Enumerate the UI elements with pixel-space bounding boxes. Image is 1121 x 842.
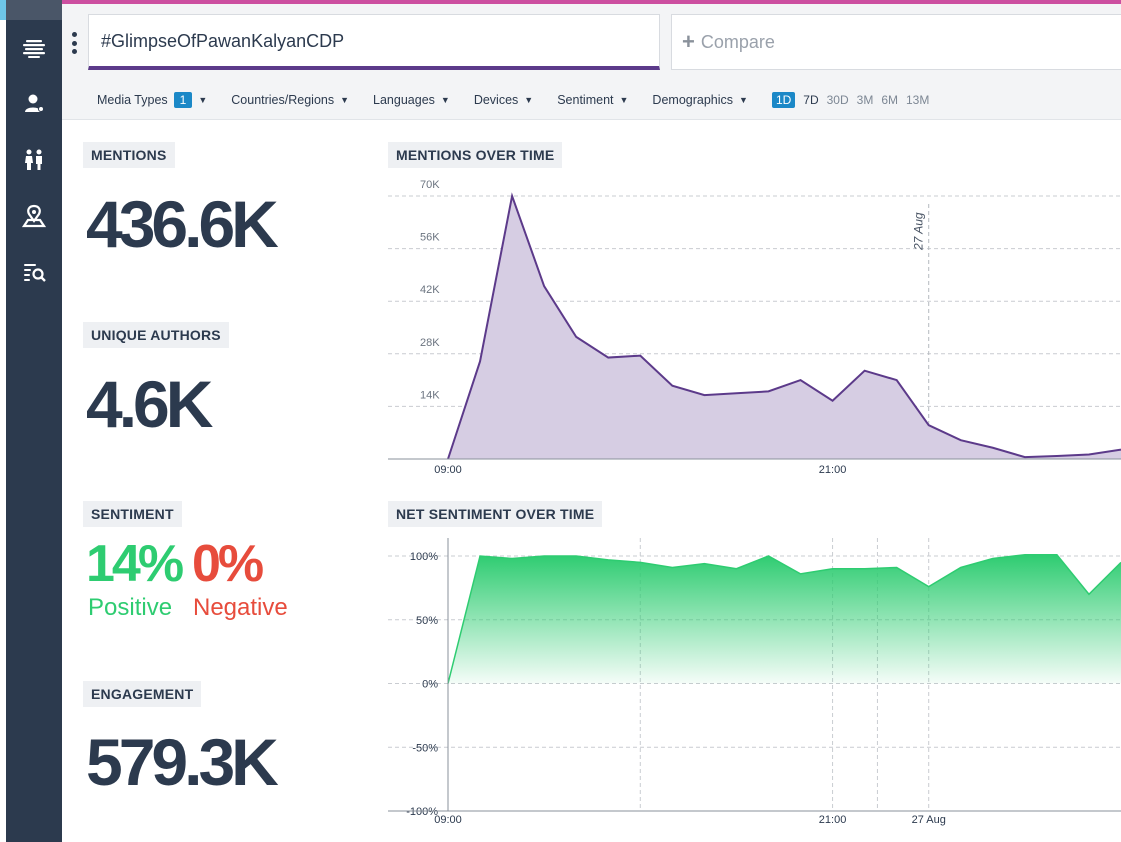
- filter-demographics-label: Demographics: [652, 93, 734, 107]
- time-range-selector: 1D 7D 30D 3M 6M 13M: [771, 92, 937, 108]
- map-pin-icon[interactable]: [20, 202, 48, 230]
- filter-sentiment[interactable]: Sentiment ▼: [557, 93, 628, 107]
- range-1d[interactable]: 1D: [771, 92, 796, 108]
- mentions-over-time-chart: 14K 28K 42K 56K 70K 09:00 21:00 27 Aug: [388, 179, 1121, 476]
- mentions-chart-title: MENTIONS OVER TIME: [388, 142, 563, 168]
- stream-icon[interactable]: [20, 34, 48, 62]
- mentions-line: [447, 192, 1121, 460]
- media-types-count-badge: 1: [173, 92, 193, 108]
- y-tick-label: 14K: [420, 389, 440, 401]
- chevron-down-icon: ▼: [198, 95, 208, 105]
- mentions-title: MENTIONS: [83, 142, 175, 168]
- unique-authors-value: 4.6K: [86, 367, 213, 441]
- filter-bar: Media Types 1 ▼ Countries/Regions ▼ Lang…: [97, 90, 937, 110]
- date-annotation-label: 27 Aug: [912, 212, 926, 251]
- list-search-icon[interactable]: [20, 258, 48, 286]
- people-icon[interactable]: [20, 146, 48, 174]
- engagement-value: 579.3K: [86, 725, 279, 799]
- x-tick-label: 27 Aug: [912, 814, 946, 826]
- unique-authors-title: UNIQUE AUTHORS: [83, 322, 229, 348]
- sentiment-title: SENTIMENT: [83, 501, 182, 527]
- chevron-down-icon: ▼: [340, 95, 350, 105]
- query-header: + Compare Media Types 1 ▼ Countries/Regi…: [62, 4, 1121, 120]
- search-input[interactable]: [101, 27, 641, 55]
- x-tick-label: 21:00: [819, 464, 847, 476]
- sentiment-area: [448, 554, 1121, 684]
- sidebar: [6, 0, 62, 842]
- net-sentiment-over-time-chart: -100% -50% 0% 50% 100% 09:00 21:00 27 Aug: [388, 538, 1121, 826]
- y-tick-label: 70K: [420, 179, 440, 191]
- window-edge: [0, 0, 6, 842]
- y-tick-label: 42K: [420, 284, 440, 296]
- compare-button[interactable]: + Compare: [671, 14, 1121, 70]
- user-settings-icon[interactable]: [20, 90, 48, 118]
- sentiment-chart-title: NET SENTIMENT OVER TIME: [388, 501, 603, 527]
- filter-languages[interactable]: Languages ▼: [373, 93, 450, 107]
- filter-devices-label: Devices: [473, 93, 519, 107]
- mentions-value: 436.6K: [86, 187, 279, 261]
- range-3m[interactable]: 3M: [856, 93, 874, 107]
- filter-countries-label: Countries/Regions: [231, 93, 335, 107]
- chevron-down-icon: ▼: [440, 95, 450, 105]
- positive-value: 14%: [86, 535, 184, 593]
- filter-media-types-label: Media Types: [97, 93, 168, 107]
- accent-bar: [62, 0, 1121, 4]
- y-tick-label: 50%: [416, 615, 438, 627]
- negative-value: 0%: [192, 535, 264, 593]
- compare-label: Compare: [700, 31, 775, 52]
- chevron-down-icon: ▼: [619, 95, 629, 105]
- filter-countries[interactable]: Countries/Regions ▼: [231, 93, 349, 107]
- filter-media-types[interactable]: Media Types 1 ▼: [97, 92, 207, 108]
- plus-icon: +: [682, 29, 695, 54]
- x-tick-label: 21:00: [819, 814, 847, 826]
- range-7d[interactable]: 7D: [803, 93, 819, 107]
- window-edge-accent: [0, 0, 6, 20]
- engagement-title: ENGAGEMENT: [83, 681, 202, 707]
- filter-languages-label: Languages: [373, 93, 435, 107]
- positive-label: Positive: [88, 594, 173, 621]
- sentiment-line: [447, 553, 1121, 684]
- chevron-down-icon: ▼: [524, 95, 534, 105]
- range-13m[interactable]: 13M: [905, 93, 930, 107]
- filter-sentiment-label: Sentiment: [557, 93, 614, 107]
- x-tick-label: 09:00: [434, 464, 462, 476]
- negative-label: Negative: [193, 594, 288, 621]
- mentions-area: [448, 196, 1121, 459]
- y-tick-label: 0%: [422, 679, 438, 691]
- sidebar-top: [6, 0, 62, 20]
- y-tick-label: 56K: [420, 232, 440, 244]
- search-box[interactable]: [88, 14, 660, 70]
- y-tick-label: -100%: [406, 806, 438, 818]
- filter-demographics[interactable]: Demographics ▼: [652, 93, 748, 107]
- y-tick-label: 28K: [420, 337, 440, 349]
- range-6m[interactable]: 6M: [881, 93, 898, 107]
- y-tick-label: 100%: [410, 551, 438, 563]
- more-menu-icon[interactable]: [71, 32, 77, 54]
- y-tick-label: -50%: [412, 742, 438, 754]
- chevron-down-icon: ▼: [739, 95, 748, 105]
- filter-devices[interactable]: Devices ▼: [474, 93, 533, 107]
- range-30d[interactable]: 30D: [826, 93, 849, 107]
- x-tick-label: 09:00: [434, 814, 462, 826]
